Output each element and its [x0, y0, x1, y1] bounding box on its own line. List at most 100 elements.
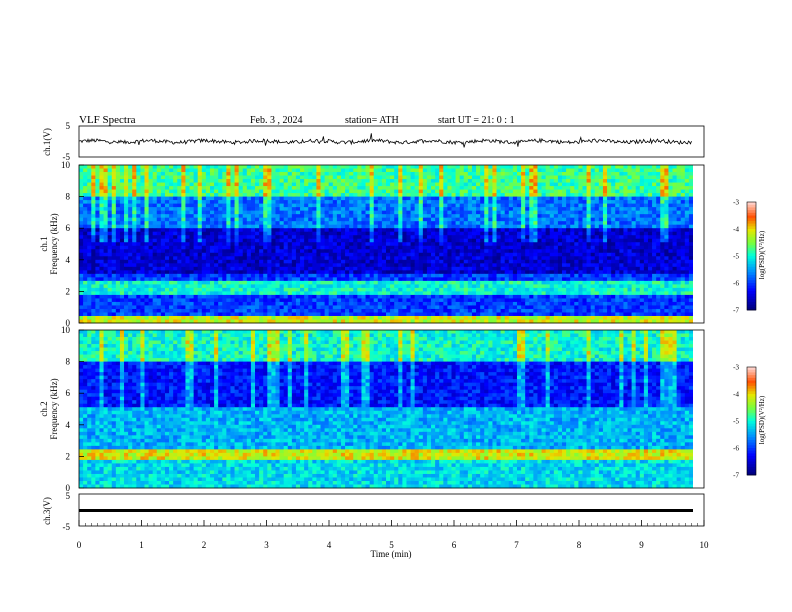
spectrogram-cell: [185, 217, 190, 222]
spectrogram-cell: [492, 214, 497, 219]
spectrogram-cell: [103, 273, 109, 278]
spectrogram-cell: [508, 259, 514, 264]
spectrogram-cell: [226, 165, 231, 169]
spectrogram-cell: [611, 172, 616, 176]
spectrogram-cell: [115, 266, 121, 271]
spectrogram-cell: [586, 217, 592, 222]
spectrogram-cell: [578, 263, 583, 268]
spectrogram-cell: [652, 221, 657, 226]
spectrogram-cell: [607, 221, 612, 226]
spectrogram-cell: [201, 221, 207, 226]
spectrogram-cell: [549, 179, 555, 183]
spectrogram-cell: [304, 193, 309, 197]
spectrogram-cell: [267, 277, 272, 282]
spectrogram-cell: [602, 214, 608, 219]
spectrogram-cell: [259, 231, 264, 236]
spectrogram-cell: [492, 273, 497, 278]
spectrogram-cell: [189, 168, 195, 173]
spectrogram-cell: [259, 263, 264, 268]
spectrogram-cell: [607, 203, 612, 208]
spectrogram-cell: [562, 193, 567, 197]
spectrogram-cell: [594, 186, 600, 190]
spectrogram-cell: [148, 168, 154, 173]
spectrogram-cell: [521, 196, 526, 201]
spectrogram-cell: [688, 224, 694, 229]
spectrogram-cell: [504, 231, 510, 236]
spectrogram-cell: [594, 210, 600, 215]
spectrogram-cell: [664, 277, 669, 282]
spectrogram-cell: [615, 196, 620, 201]
spectrogram-cell: [279, 186, 285, 190]
spectrogram-cell: [263, 238, 268, 243]
spectrogram-cell: [214, 266, 219, 271]
spectrogram-cell: [169, 165, 174, 169]
spectrogram-cell: [688, 263, 694, 268]
spectrogram-cell: [218, 207, 223, 212]
spectrogram-cell: [652, 266, 657, 271]
spectrogram-cell: [177, 207, 182, 212]
spectrogram-cell: [668, 207, 673, 212]
spectrogram-cell: [177, 252, 182, 257]
spectrogram-cell: [381, 203, 387, 208]
spectrogram-cell: [623, 193, 628, 197]
spectrogram-cell: [332, 196, 338, 201]
spectrogram-cell: [529, 175, 534, 180]
spectrogram-cell: [647, 259, 653, 264]
spectrogram-cell: [410, 277, 416, 282]
spectrogram-cell: [627, 214, 632, 219]
spectrogram-cell: [234, 210, 240, 215]
spectrogram-cell: [390, 256, 395, 261]
spectrogram-cell: [345, 221, 350, 226]
spectrogram-cell: [688, 207, 694, 212]
spectrogram-cell: [328, 277, 334, 282]
spectrogram-cell: [209, 259, 215, 264]
spectrogram-cell: [115, 280, 121, 285]
spectrogram-cell: [418, 259, 424, 264]
spectrogram-cell: [336, 252, 342, 257]
spectrogram-cell: [328, 242, 334, 247]
spectrogram-cell: [95, 270, 100, 275]
spectrogram-cell: [345, 252, 350, 257]
spectrogram-cell: [324, 203, 330, 208]
spectrogram-cell: [619, 256, 624, 261]
spectrogram-cell: [156, 280, 162, 285]
spectrogram-cell: [512, 256, 518, 261]
spectrogram-cell: [209, 249, 215, 254]
spectrogram-cell: [304, 168, 309, 173]
spectrogram-cell: [340, 207, 346, 212]
spectrogram-cell: [631, 196, 637, 201]
spectrogram-cell: [234, 182, 240, 187]
spectrogram-cell: [320, 231, 325, 236]
spectrogram-cell: [631, 175, 637, 180]
spectrogram-cell: [119, 217, 125, 222]
spectrogram-cell: [455, 217, 461, 222]
spectrogram-cell: [201, 182, 207, 187]
spectrogram-cell: [128, 228, 133, 233]
spectrogram-cell: [398, 193, 403, 197]
spectrogram-cell: [611, 256, 616, 261]
spectrogram-cell: [218, 182, 223, 187]
spectrogram-cell: [390, 252, 395, 257]
spectrogram-cell: [394, 221, 399, 226]
spectrogram-cell: [508, 228, 514, 233]
spectrogram-cell: [115, 182, 121, 187]
spectrogram-cell: [193, 231, 199, 236]
spectrogram-cell: [193, 238, 199, 243]
spectrogram-cell: [406, 182, 411, 187]
spectrogram-cell: [459, 256, 465, 261]
spectrogram-cell: [332, 228, 338, 233]
spectrogram-cell: [320, 273, 325, 278]
spectrogram-cell: [193, 252, 199, 257]
spectrogram-cell: [443, 210, 448, 215]
spectrogram-cell: [435, 235, 440, 240]
spectrogram-cell: [562, 189, 567, 194]
spectrogram-cell: [602, 186, 608, 190]
spectrogram-cell: [218, 266, 223, 271]
spectrogram-cell: [328, 252, 334, 257]
spectrogram-cell: [353, 210, 358, 215]
spectrogram-cell: [91, 182, 96, 187]
spectrogram-cell: [553, 256, 559, 261]
spectrogram-cell: [361, 193, 366, 197]
spectrogram-cell: [250, 217, 256, 222]
spectrogram-cell: [459, 224, 465, 229]
